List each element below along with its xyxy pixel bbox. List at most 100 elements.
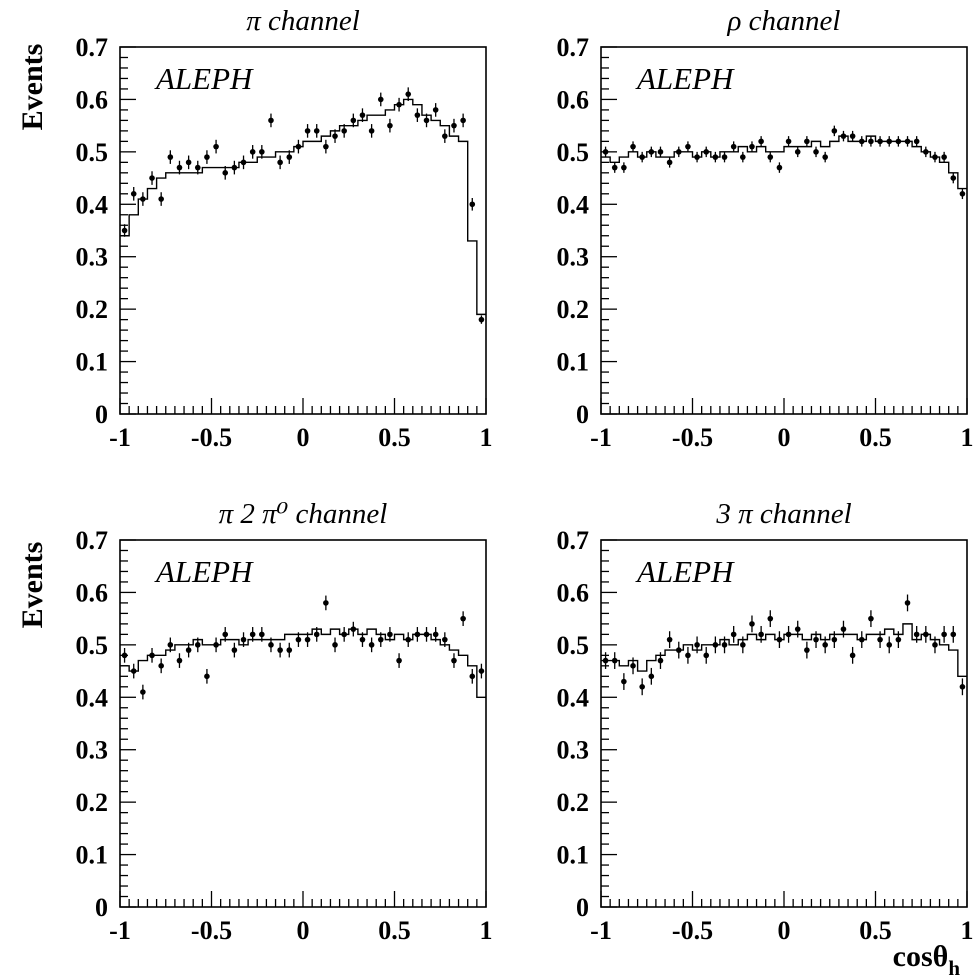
data-point [423, 117, 430, 124]
data-point [813, 636, 819, 643]
data-point [758, 138, 764, 145]
data-point [149, 175, 155, 181]
data-point [602, 149, 609, 155]
y-tick-label: 0.6 [76, 85, 109, 114]
y-axis-label-bottom: Events [16, 542, 49, 629]
y-tick-label: 0.3 [76, 243, 109, 272]
data-point [648, 673, 655, 680]
data-point [730, 631, 737, 638]
data-point [158, 663, 164, 669]
data-point [602, 657, 609, 664]
data-point [194, 642, 201, 648]
data-point [849, 133, 856, 139]
x-tick-label: 0.5 [859, 423, 892, 452]
data-point [222, 631, 229, 638]
data-point [868, 615, 874, 622]
x-tick-label: 0.5 [378, 916, 411, 945]
data-point [776, 636, 783, 643]
experiment-label: ALEPH [154, 61, 254, 96]
y-tick-label: 0.4 [76, 190, 109, 219]
data-point [877, 636, 883, 643]
data-point [259, 149, 265, 155]
y-tick-label: 0.2 [76, 788, 109, 817]
x-tick-label: -1 [590, 916, 612, 945]
data-point [611, 164, 618, 171]
data-point [721, 154, 728, 160]
data-point [804, 647, 810, 653]
data-point [621, 678, 627, 685]
mc-histogram-line [120, 98, 486, 316]
data-point [304, 128, 311, 134]
data-point [286, 154, 293, 160]
experiment-label: ALEPH [154, 554, 254, 589]
y-tick-label: 0.5 [76, 631, 109, 660]
data-point [469, 201, 476, 208]
data-point [804, 138, 810, 145]
data-point [858, 636, 865, 643]
data-point [121, 227, 128, 234]
data-point [657, 149, 664, 155]
data-point [268, 642, 274, 648]
data-point [313, 128, 320, 134]
y-tick-label: 0.1 [76, 841, 109, 870]
data-point [249, 149, 256, 155]
x-tick-label: 0 [778, 423, 791, 452]
data-point [323, 600, 329, 606]
data-point [822, 154, 828, 160]
x-tick-label: 1 [961, 916, 974, 945]
data-point [405, 91, 412, 97]
y-tick-label: 0.4 [76, 683, 109, 712]
data-point [451, 657, 457, 664]
data-point [666, 159, 673, 166]
data-point [460, 615, 466, 622]
y-tick-label: 0.7 [76, 33, 109, 62]
data-point [749, 621, 755, 627]
data-point [923, 631, 929, 638]
data-point [685, 143, 691, 150]
data-point [387, 122, 393, 129]
x-axis-label-main: cosθ [893, 940, 949, 973]
data-point [703, 149, 710, 155]
data-point [158, 196, 164, 202]
plot-frame [600, 539, 968, 908]
data-point [231, 647, 238, 653]
data-point [675, 149, 682, 155]
y-tick-label: 0.3 [557, 243, 590, 272]
data-point [877, 138, 883, 145]
data-point [414, 112, 421, 118]
data-point [359, 636, 366, 643]
data-point [149, 652, 155, 659]
data-point [277, 647, 283, 653]
data-point [387, 631, 393, 638]
x-axis-label-subscript: h [948, 956, 960, 980]
data-point [478, 316, 485, 323]
data-point [204, 154, 210, 160]
data-point [886, 138, 893, 145]
data-point [130, 191, 137, 197]
data-point [240, 159, 247, 166]
data-point [749, 143, 755, 150]
data-point [822, 642, 828, 648]
data-point [785, 631, 792, 638]
data-point [941, 631, 947, 638]
data-point [295, 143, 302, 150]
data-point [611, 657, 618, 664]
panel-pi-channel: 0 0.1 0.2 0.3 0.4 0.5 0.6 0.7 -1 -0.5 0 0.5 1 π chann… [76, 5, 493, 452]
data-point [831, 636, 838, 643]
plot-frame [600, 46, 968, 415]
data-point [858, 138, 865, 145]
data-point [185, 647, 192, 653]
data-point [167, 642, 174, 648]
data-point [712, 642, 719, 648]
data-point [460, 117, 466, 124]
data-point [904, 600, 911, 606]
data-point [121, 652, 128, 659]
data-point [895, 138, 902, 145]
data-point [478, 668, 485, 674]
data-point [268, 117, 274, 124]
data-point [959, 191, 966, 197]
y-tick-label: 0.2 [76, 295, 109, 324]
panel-3pi-channel: 0 0.1 0.2 0.3 0.4 0.5 0.6 0.7 -1 -0.5 0 0.5 1 3 π cha… [557, 498, 974, 945]
y-tick-label: 0.5 [557, 631, 590, 660]
